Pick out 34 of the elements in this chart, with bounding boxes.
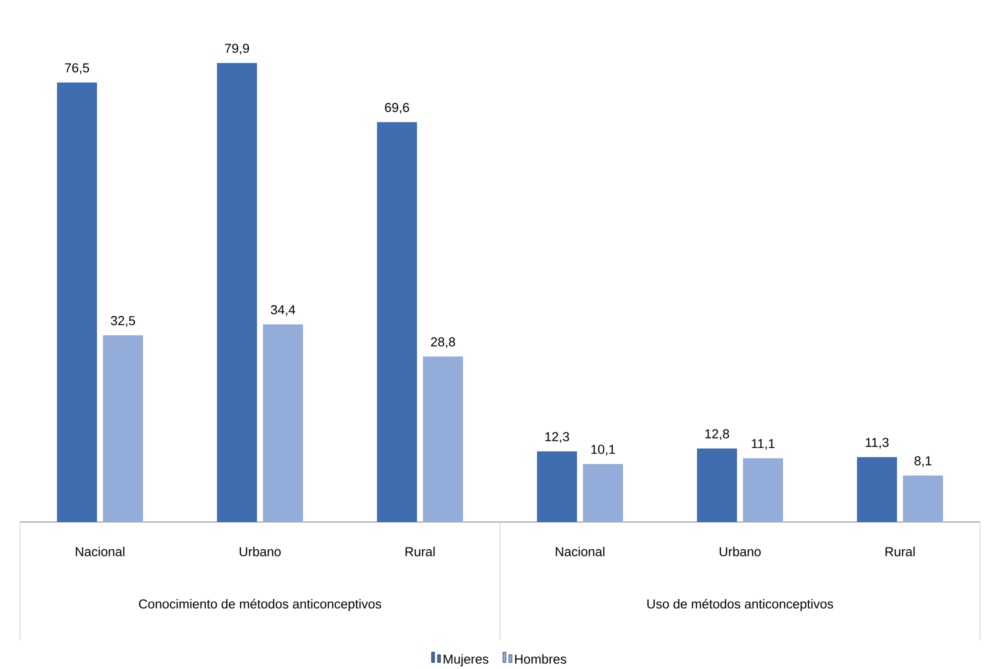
bar (217, 62, 258, 522)
data-label: 28,8 (431, 337, 456, 348)
bar (377, 122, 417, 522)
data-label: 8,1 (914, 456, 932, 467)
x-tick-label: Rural (886, 546, 915, 556)
bar (537, 451, 577, 522)
data-label: 11,3 (866, 438, 889, 449)
bar (57, 82, 98, 522)
data-label: 69,6 (385, 102, 410, 114)
x-tick-label: Urbano (720, 546, 761, 556)
x-tick-label: Nacional (76, 546, 124, 556)
text: Uso de métodos anticonceptivos (647, 598, 834, 612)
data-label: 79,9 (225, 44, 249, 54)
data-label: 34,4 (270, 305, 296, 316)
data-label: 12,3 (545, 432, 570, 443)
x-tick-label: Nacional (556, 546, 604, 556)
bar (903, 475, 943, 522)
bar (263, 324, 304, 522)
data-label: 10,1 (591, 444, 615, 456)
bar (103, 335, 144, 522)
bar (697, 448, 738, 522)
bar (857, 457, 897, 522)
text: Conocimiento de métodos anticonceptivos (138, 598, 382, 612)
data-label: 32,5 (110, 316, 136, 327)
legend-label: Mujeres (444, 654, 488, 666)
bar (743, 458, 784, 522)
x-tick-label: Rural (406, 546, 435, 556)
data-label: 11,1 (752, 439, 774, 450)
data-label: 76,5 (65, 63, 90, 74)
bar (423, 356, 463, 522)
bar (583, 464, 624, 522)
x-tick-label: Urbano (240, 546, 281, 556)
legend-label: Hombres (515, 654, 566, 664)
data-label: 12,8 (705, 429, 730, 440)
